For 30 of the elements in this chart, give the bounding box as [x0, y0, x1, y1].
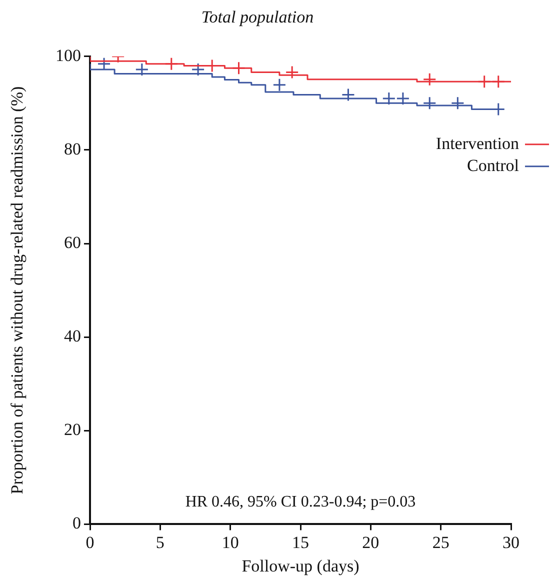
x-tick-label: 20 [362, 532, 380, 552]
point [341, 88, 355, 102]
x-tick-label: 15 [292, 532, 309, 552]
x-tick-label: 0 [86, 532, 94, 552]
point [382, 92, 396, 106]
legend-label: Control [467, 156, 520, 175]
point [422, 96, 436, 110]
point [272, 78, 286, 92]
x-tick-label: 5 [156, 532, 164, 552]
y-tick-label: 100 [56, 46, 81, 65]
legend-label: Intervention [436, 134, 520, 153]
y-tick-label: 0 [72, 514, 81, 533]
point [396, 92, 410, 106]
point [97, 57, 111, 71]
point [285, 66, 299, 80]
y-tick-label: 60 [64, 232, 81, 252]
point [191, 62, 205, 76]
annotation: HR 0.46, 95% CI 0.23-0.94; p=0.03 [185, 493, 416, 510]
point [422, 72, 436, 86]
x-axis-title: Follow-up (days) [242, 556, 360, 576]
y-tick-label: 80 [64, 139, 81, 158]
point [135, 62, 149, 76]
x-tick-label: 25 [432, 532, 450, 552]
point [450, 96, 464, 110]
x-tick-label: 10 [222, 532, 239, 552]
y-tick-label: 40 [64, 326, 81, 346]
y-axis-title: Proportion of patients without drug-related readmission (%) [8, 86, 27, 494]
y-tick-label: 20 [64, 420, 81, 440]
chart-title: Total population [201, 8, 314, 27]
x-tick-label: 30 [502, 532, 520, 552]
